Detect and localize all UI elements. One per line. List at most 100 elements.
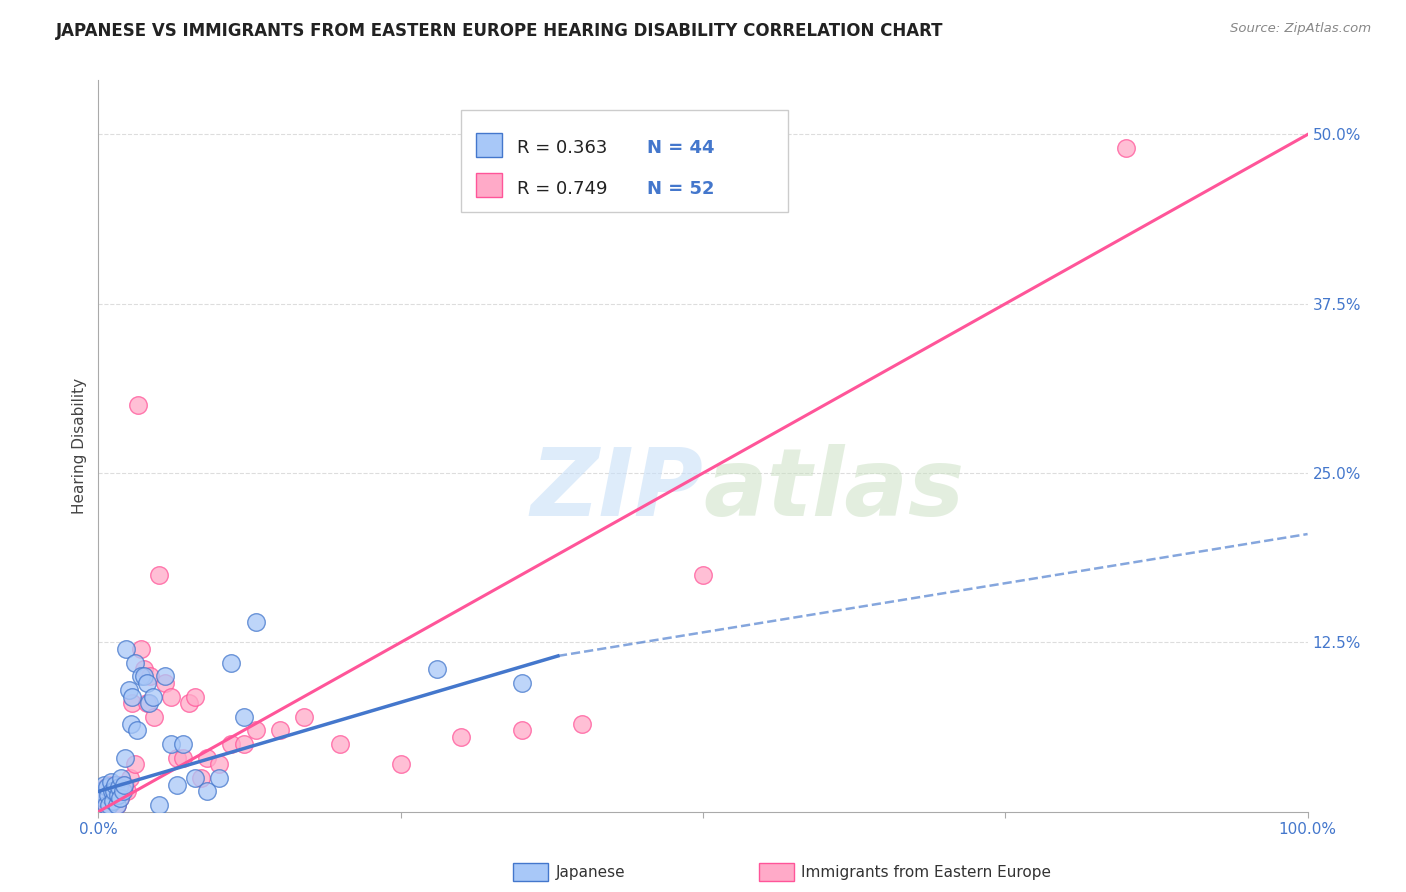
Point: [121, 697, 143, 711]
Point: [100, 791, 122, 805]
Point: [195, 784, 218, 798]
Point: [91, 791, 114, 805]
Point: [179, 697, 201, 711]
Bar: [475, 173, 502, 197]
Point: [129, 642, 152, 657]
Point: [110, 778, 132, 792]
Point: [195, 750, 218, 764]
Point: [107, 789, 129, 803]
Text: Japanese: Japanese: [555, 865, 626, 880]
Point: [221, 656, 243, 670]
Point: [510, 723, 533, 738]
Point: [269, 723, 291, 738]
Point: [105, 797, 128, 812]
Point: [166, 750, 188, 764]
Point: [450, 730, 472, 744]
Point: [118, 682, 141, 697]
Text: R = 0.749: R = 0.749: [517, 179, 607, 197]
Point: [153, 676, 176, 690]
Point: [100, 784, 122, 798]
Point: [97, 789, 120, 803]
Point: [184, 690, 207, 704]
Text: Immigrants from Eastern Europe: Immigrants from Eastern Europe: [801, 865, 1052, 880]
Point: [292, 710, 315, 724]
Point: [426, 663, 449, 677]
Point: [103, 784, 125, 798]
Point: [571, 716, 593, 731]
Point: [166, 778, 188, 792]
Point: [98, 778, 121, 792]
Point: [143, 710, 166, 724]
Y-axis label: Hearing Disability: Hearing Disability: [72, 378, 87, 514]
Point: [111, 784, 134, 798]
Point: [96, 780, 118, 795]
Point: [148, 567, 170, 582]
Point: [134, 669, 156, 683]
Point: [232, 737, 254, 751]
Point: [134, 663, 156, 677]
Point: [510, 676, 533, 690]
Point: [110, 771, 132, 785]
FancyBboxPatch shape: [461, 110, 787, 212]
Point: [139, 669, 162, 683]
Point: [245, 723, 267, 738]
Point: [111, 784, 134, 798]
Point: [108, 780, 131, 795]
Point: [100, 784, 122, 798]
Point: [148, 797, 170, 812]
Point: [127, 723, 149, 738]
Text: N = 44: N = 44: [647, 139, 714, 157]
Point: [118, 771, 141, 785]
Point: [692, 567, 714, 582]
Point: [94, 797, 117, 812]
Point: [107, 778, 129, 792]
Point: [93, 778, 115, 792]
Point: [101, 791, 124, 805]
Point: [190, 771, 212, 785]
Point: [172, 737, 194, 751]
Point: [389, 757, 412, 772]
Point: [112, 784, 135, 798]
Point: [221, 737, 243, 751]
Point: [329, 737, 352, 751]
Point: [104, 778, 127, 792]
Text: R = 0.363: R = 0.363: [517, 139, 607, 157]
Point: [114, 750, 136, 764]
Point: [184, 771, 207, 785]
Point: [138, 697, 160, 711]
Text: ZIP: ZIP: [530, 444, 703, 536]
Point: [114, 778, 136, 792]
Point: [245, 615, 267, 629]
Point: [108, 791, 131, 805]
Point: [108, 784, 131, 798]
Point: [1115, 141, 1137, 155]
Point: [94, 780, 117, 795]
Point: [124, 757, 146, 772]
Point: [108, 791, 131, 805]
Point: [208, 771, 231, 785]
Point: [135, 697, 157, 711]
Point: [208, 757, 231, 772]
Point: [93, 791, 115, 805]
Point: [90, 784, 112, 798]
Point: [127, 398, 149, 412]
Point: [97, 784, 120, 798]
Point: [153, 669, 176, 683]
Text: JAPANESE VS IMMIGRANTS FROM EASTERN EUROPE HEARING DISABILITY CORRELATION CHART: JAPANESE VS IMMIGRANTS FROM EASTERN EURO…: [56, 22, 943, 40]
Point: [100, 775, 122, 789]
Point: [112, 778, 135, 792]
Point: [120, 716, 142, 731]
Point: [160, 737, 183, 751]
Point: [172, 750, 194, 764]
Point: [121, 690, 143, 704]
Text: atlas: atlas: [703, 444, 965, 536]
Text: Source: ZipAtlas.com: Source: ZipAtlas.com: [1230, 22, 1371, 36]
Point: [103, 778, 125, 792]
Point: [115, 642, 138, 657]
Point: [232, 710, 254, 724]
Text: N = 52: N = 52: [647, 179, 714, 197]
Point: [91, 789, 114, 803]
Point: [124, 656, 146, 670]
Point: [96, 797, 118, 812]
Point: [98, 797, 121, 812]
